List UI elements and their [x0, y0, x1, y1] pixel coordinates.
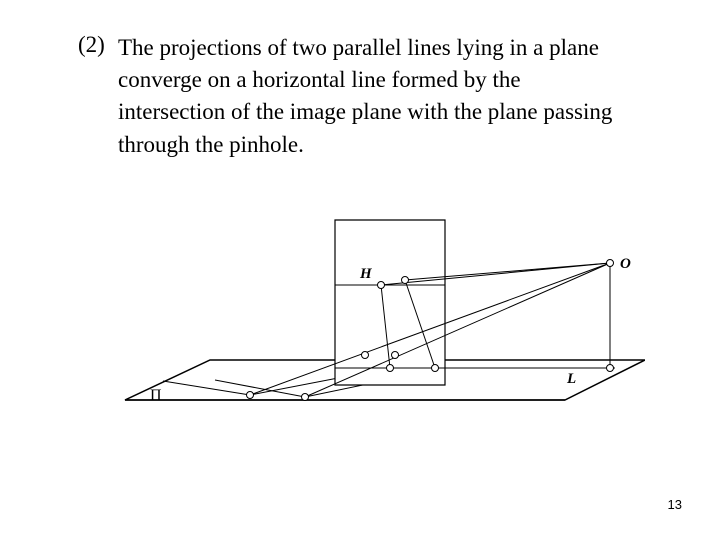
projection-diagram: H O L Π: [115, 205, 645, 475]
item-number: (2): [78, 32, 114, 58]
item-text: The projections of two parallel lines ly…: [118, 32, 618, 161]
page-number: 13: [668, 497, 682, 512]
svg-text:H: H: [359, 266, 373, 282]
svg-text:O: O: [620, 256, 631, 272]
svg-text:L: L: [566, 371, 576, 387]
svg-text:Π: Π: [150, 387, 162, 404]
